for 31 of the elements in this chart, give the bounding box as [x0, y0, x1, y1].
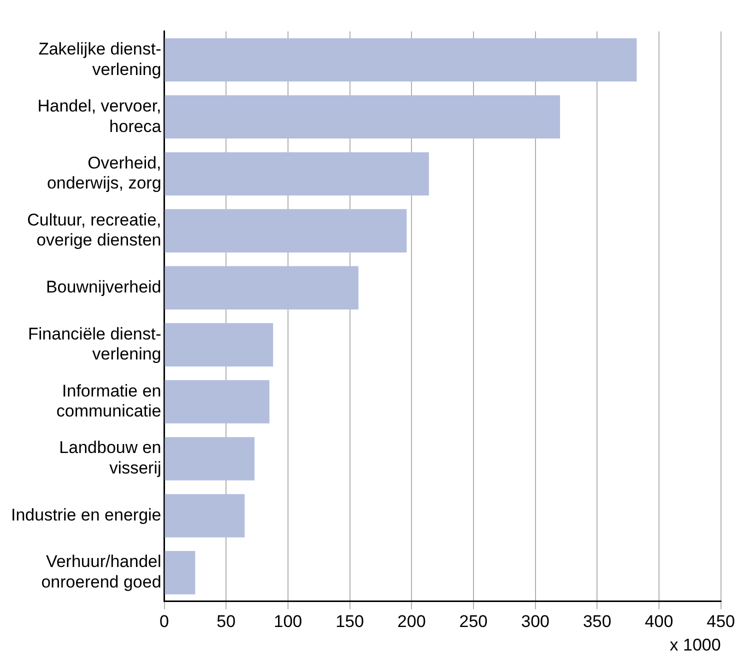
bar [164, 380, 270, 424]
x-tick-label: 300 [521, 612, 550, 632]
y-tick-label: Financiële dienst- verlening [28, 324, 162, 364]
y-tick-label: Zakelijke dienst- verlening [38, 39, 162, 79]
x-tick-label: 250 [459, 612, 488, 632]
bar [164, 551, 196, 594]
bar [164, 266, 358, 310]
y-tick-label: Verhuur/handel onroerend goed [41, 552, 162, 592]
x-tick-label: 200 [397, 612, 426, 632]
y-tick-label: Landbouw en visserij [59, 438, 162, 478]
x-tick-label: 100 [274, 612, 302, 632]
x-tick-label: 0 [160, 612, 170, 632]
x-tick-label: 450 [706, 612, 736, 632]
bar [164, 95, 560, 139]
y-tick-label: Informatie en communicatie [56, 381, 162, 421]
bar [164, 323, 274, 366]
y-tick-label: Handel, vervoer, horeca [37, 96, 162, 136]
y-tick-label: Industrie en energie [10, 505, 162, 524]
x-tick-label: 350 [582, 612, 612, 632]
x-axis-title: x 1000 [670, 635, 721, 654]
y-tick-label: Bouwnijverheid [46, 277, 162, 296]
x-tick-label: 50 [216, 612, 236, 632]
bar [164, 437, 255, 480]
bar [164, 209, 407, 252]
y-tick-label: Overheid, onderwijs, zorg [46, 153, 162, 193]
y-tick-label: Cultuur, recreatie, overige diensten [27, 210, 162, 250]
x-tick-label: 150 [336, 612, 364, 632]
x-tick-label: 400 [644, 612, 674, 632]
bar [164, 152, 429, 196]
bar [164, 494, 245, 538]
bar [164, 38, 637, 82]
